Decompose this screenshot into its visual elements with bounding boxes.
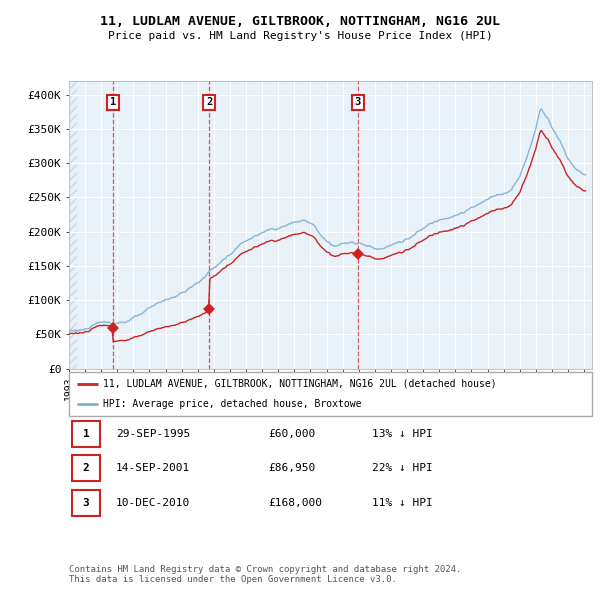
Text: 11% ↓ HPI: 11% ↓ HPI [373, 498, 433, 507]
Text: HPI: Average price, detached house, Broxtowe: HPI: Average price, detached house, Brox… [103, 399, 362, 409]
Text: 3: 3 [83, 498, 89, 507]
Bar [69, 81, 77, 369]
Text: Contains HM Land Registry data © Crown copyright and database right 2024.
This d: Contains HM Land Registry data © Crown c… [69, 565, 461, 584]
FancyBboxPatch shape [69, 372, 592, 416]
Text: £86,950: £86,950 [268, 464, 315, 473]
Text: 29-SEP-1995: 29-SEP-1995 [116, 430, 190, 439]
Text: 3: 3 [355, 97, 361, 107]
Text: Price paid vs. HM Land Registry's House Price Index (HPI): Price paid vs. HM Land Registry's House … [107, 31, 493, 41]
FancyBboxPatch shape [71, 455, 100, 481]
FancyBboxPatch shape [71, 421, 100, 447]
Text: 22% ↓ HPI: 22% ↓ HPI [373, 464, 433, 473]
Text: 13% ↓ HPI: 13% ↓ HPI [373, 430, 433, 439]
Text: 1: 1 [83, 430, 89, 439]
Text: 11, LUDLAM AVENUE, GILTBROOK, NOTTINGHAM, NG16 2UL: 11, LUDLAM AVENUE, GILTBROOK, NOTTINGHAM… [100, 15, 500, 28]
Text: 14-SEP-2001: 14-SEP-2001 [116, 464, 190, 473]
Text: 1: 1 [110, 97, 116, 107]
Text: 10-DEC-2010: 10-DEC-2010 [116, 498, 190, 507]
Text: 2: 2 [206, 97, 212, 107]
Text: £168,000: £168,000 [268, 498, 322, 507]
Text: 11, LUDLAM AVENUE, GILTBROOK, NOTTINGHAM, NG16 2UL (detached house): 11, LUDLAM AVENUE, GILTBROOK, NOTTINGHAM… [103, 379, 497, 389]
FancyBboxPatch shape [71, 490, 100, 516]
Text: £60,000: £60,000 [268, 430, 315, 439]
Text: 2: 2 [83, 464, 89, 473]
